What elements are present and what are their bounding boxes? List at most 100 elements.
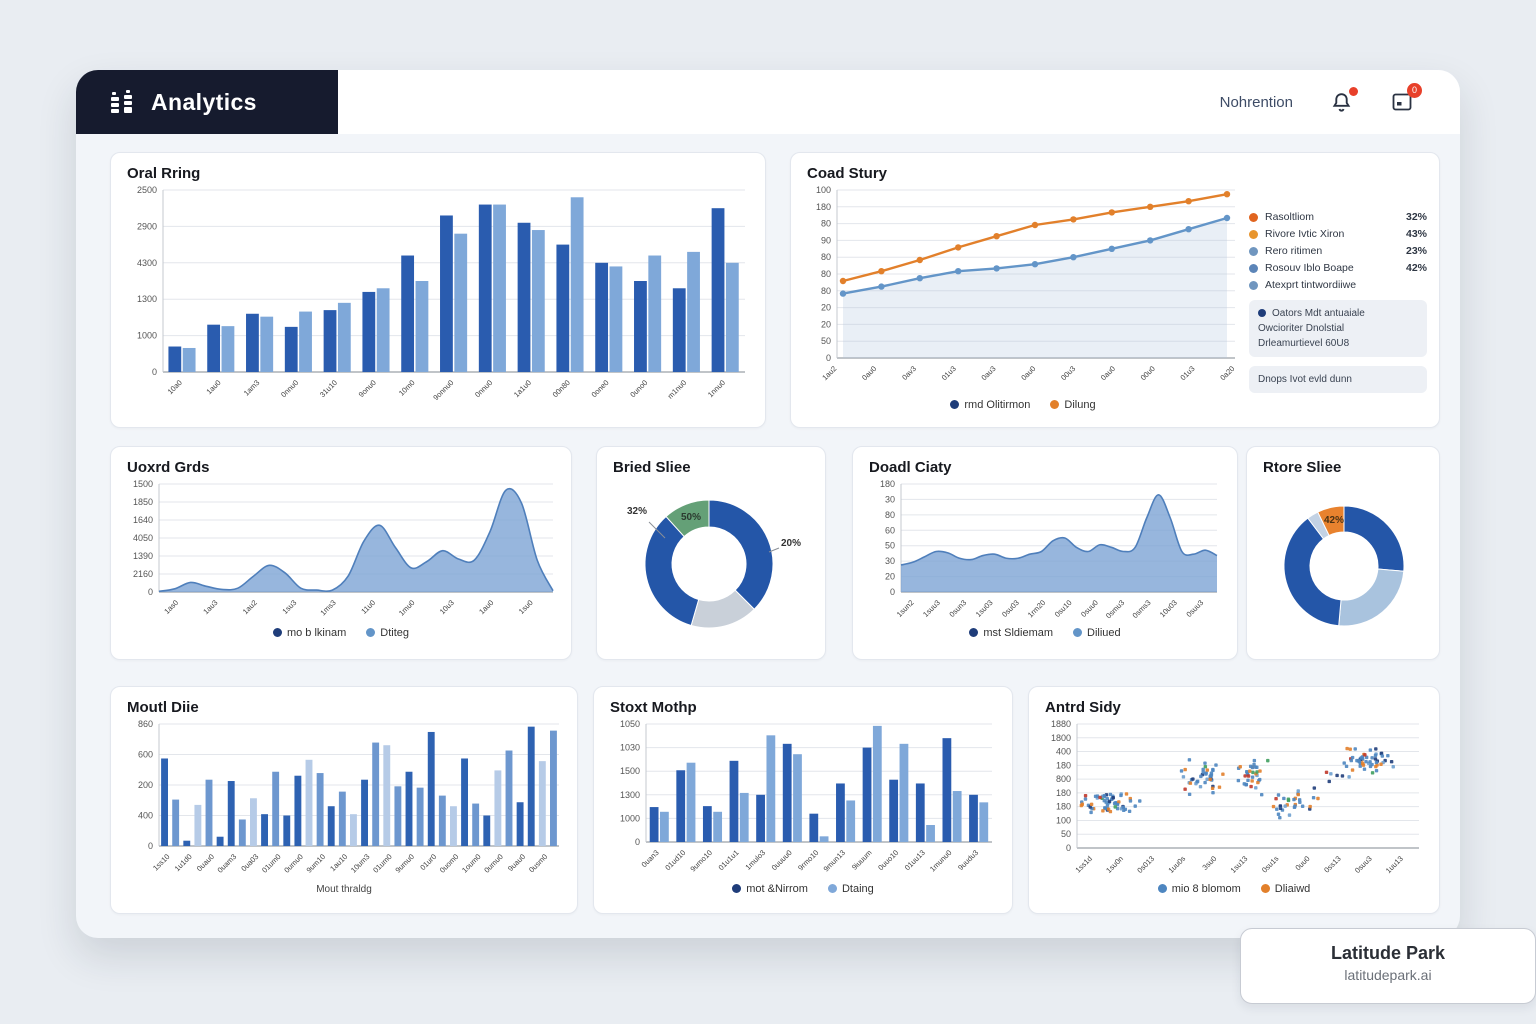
info-box: Dnops Ivot evld dunn: [1249, 366, 1427, 393]
svg-text:9rmo10: 9rmo10: [796, 848, 820, 872]
svg-text:01u3: 01u3: [1178, 364, 1196, 382]
svg-text:0usm0: 0usm0: [527, 852, 549, 874]
svg-text:1mu0: 1mu0: [397, 598, 417, 618]
x-axis-label: Mout thraldg: [316, 884, 372, 895]
uoxrd-grds-area-chart: 1500 1850 1640 4050 1390 2160 0 1as0 1au3 1au2 1su…: [133, 479, 554, 618]
stat-value: 43%: [1405, 228, 1427, 240]
legend-item: Dtaing: [827, 883, 874, 895]
notification-dot: [1349, 86, 1358, 96]
svg-text:0nnu0: 0nnu0: [279, 378, 300, 399]
svg-text:1500: 1500: [620, 766, 640, 776]
svg-text:100: 100: [816, 185, 831, 195]
svg-text:00u0: 00u0: [1139, 364, 1157, 382]
nav-link-nohrention[interactable]: Nohrention: [1219, 93, 1293, 111]
bell-icon: [1332, 92, 1351, 112]
info-line: Dnops Ivot evld dunn: [1258, 374, 1352, 385]
svg-text:1oum0: 1oum0: [460, 852, 483, 875]
svg-text:01uu13: 01uu13: [903, 848, 927, 872]
svg-text:0: 0: [1066, 843, 1071, 853]
oral-rring-bar-chart: 2500 2900 4300 1300 1000 0 10a0 1au0 1am3 0nnu0 31…: [137, 185, 745, 402]
svg-text:100: 100: [1056, 815, 1071, 825]
svg-text:10u03: 10u03: [1158, 598, 1179, 619]
svg-text:3su0: 3su0: [1200, 854, 1218, 872]
chart-title: Antrd Sidy: [1045, 699, 1121, 716]
svg-text:42%: 42%: [1324, 515, 1344, 526]
svg-text:31u10: 31u10: [318, 378, 339, 399]
svg-text:1ms3: 1ms3: [318, 598, 337, 617]
legend-item: mo b lkinam: [272, 627, 346, 639]
chart-legend: mot &Nirrom Dtaing: [606, 883, 1000, 895]
brand-name: Latitude Park: [1330, 943, 1446, 963]
svg-text:1au3: 1au3: [201, 598, 219, 616]
svg-text:0uom0: 0uom0: [438, 852, 461, 875]
rtore-sliee-donut-chart: 42%: [1283, 505, 1405, 627]
svg-text:180: 180: [880, 479, 895, 489]
svg-text:1munu0: 1munu0: [928, 848, 954, 874]
svg-text:1suu3: 1suu3: [921, 598, 942, 619]
svg-text:90: 90: [821, 235, 831, 245]
svg-text:0uno0: 0uno0: [628, 378, 649, 399]
svg-text:0uuuu0: 0uuuu0: [770, 848, 794, 872]
legend-dot: [366, 628, 376, 637]
stat-dot: [1249, 263, 1258, 273]
header-bar: Nohrention 0: [338, 70, 1460, 134]
stat-label: Rero ritimen: [1265, 245, 1323, 257]
svg-text:9umu0: 9umu0: [393, 852, 416, 875]
svg-text:0umu0: 0umu0: [482, 852, 505, 875]
svg-text:80: 80: [821, 219, 831, 229]
svg-text:0one0: 0one0: [590, 378, 611, 399]
series-stat-row: Rosouv Iblo Boape 42%: [1249, 262, 1427, 274]
svg-text:0: 0: [152, 367, 157, 377]
svg-text:1uu13: 1uu13: [1384, 854, 1405, 875]
svg-text:2900: 2900: [137, 221, 157, 231]
svg-text:0a20: 0a20: [1218, 364, 1236, 382]
svg-text:1ss10: 1ss10: [151, 852, 172, 873]
svg-text:0ss13: 0ss13: [1322, 854, 1343, 875]
card-coad-stury: Coad Stury 100 180 80 90 80 80 80 20 20 50 0 1au2 0a…: [790, 152, 1440, 428]
svg-text:80: 80: [821, 286, 831, 296]
svg-text:01u3: 01u3: [940, 364, 958, 382]
svg-text:1300: 1300: [137, 294, 157, 304]
stat-label: Rivore Ivtic Xiron: [1265, 228, 1345, 240]
svg-text:00u3: 00u3: [1059, 364, 1077, 382]
chart-legend: rmd Olitirmon Dilung: [803, 399, 1243, 411]
svg-text:0au0: 0au0: [860, 364, 878, 382]
svg-text:1su0n: 1su0n: [1104, 854, 1125, 875]
svg-text:0umu0: 0umu0: [282, 852, 305, 875]
svg-text:9onu0: 9onu0: [357, 378, 378, 399]
svg-text:30: 30: [885, 556, 895, 566]
svg-text:10a0: 10a0: [166, 378, 184, 396]
svg-text:9umo10: 9umo10: [688, 848, 714, 874]
legend-item: mot &Nirrom: [732, 883, 808, 895]
series-stat-row: Rero ritimen 23%: [1249, 245, 1427, 257]
legend-dot: [1157, 884, 1167, 893]
svg-text:50: 50: [885, 541, 895, 551]
svg-text:80: 80: [821, 252, 831, 262]
svg-text:0nnu0: 0nnu0: [473, 378, 494, 399]
inbox-button[interactable]: 0: [1390, 83, 1422, 114]
svg-text:80: 80: [821, 269, 831, 279]
svg-text:1am3: 1am3: [242, 378, 262, 398]
svg-text:50: 50: [821, 336, 831, 346]
svg-text:4300: 4300: [137, 258, 157, 268]
svg-text:1rm20: 1rm20: [1026, 598, 1047, 619]
svg-text:1mulo3: 1mulo3: [743, 848, 767, 872]
svg-text:1800: 1800: [1051, 733, 1071, 743]
svg-text:0suu3: 0suu3: [1184, 598, 1205, 619]
svg-text:0: 0: [890, 587, 895, 597]
svg-text:1au10: 1au10: [328, 852, 349, 873]
card-stoxt-mothp: Stoxt Mothp 1050 1030 1500 1300 1000 0 0uan3 01…: [593, 686, 1013, 914]
stat-dot: [1249, 212, 1258, 222]
stat-value: 23%: [1405, 245, 1427, 257]
svg-text:0av3: 0av3: [900, 364, 918, 382]
svg-text:1000: 1000: [137, 331, 157, 341]
svg-text:2160: 2160: [133, 569, 153, 579]
svg-text:180: 180: [1056, 760, 1071, 770]
legend-item: mst Sldiemam: [969, 627, 1053, 639]
svg-text:0ua03: 0ua03: [239, 852, 260, 873]
svg-text:0au0: 0au0: [1019, 364, 1037, 382]
notification-bell-button[interactable]: [1329, 86, 1358, 115]
app-title: Analytics: [151, 88, 257, 115]
svg-text:1030: 1030: [620, 743, 640, 753]
